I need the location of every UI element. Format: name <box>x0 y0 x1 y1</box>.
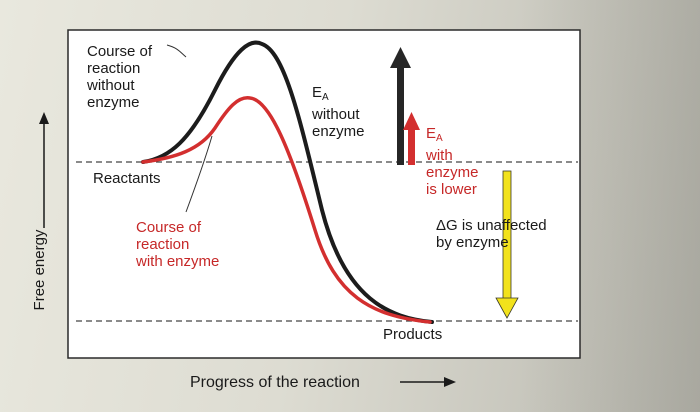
label-products: Products <box>383 326 443 343</box>
ea-subscript-red: A <box>436 133 443 144</box>
ea-without-enzyme-text: without enzyme <box>312 106 365 140</box>
ea-uncatalyzed-arrowhead <box>390 47 411 68</box>
label-course-with-enzyme: Course of reaction with enzyme <box>136 219 220 270</box>
x-axis-label: Progress of the reaction <box>190 374 360 391</box>
diagram-frame <box>67 29 581 359</box>
leader-without-enzyme <box>166 44 187 58</box>
label-delta-g: ΔG is unaffected by enzyme <box>436 217 547 251</box>
catalyzed-curve <box>141 96 432 324</box>
label-reactants: Reactants <box>93 170 161 187</box>
x-axis-arrowhead <box>444 377 456 387</box>
label-ea-without-enzyme: EA without enzyme <box>312 67 365 157</box>
leader-with-enzyme <box>185 135 213 213</box>
ea-symbol: E <box>312 84 323 101</box>
uncatalyzed-curve <box>141 40 434 324</box>
delta-g-arrowhead <box>495 297 519 319</box>
ea-subscript: A <box>322 92 329 103</box>
ea-catalyzed-arrow-shaft <box>408 128 415 165</box>
y-axis-label: Free energy <box>31 229 48 310</box>
y-axis-arrowhead <box>39 112 49 124</box>
ea-uncatalyzed-arrow-shaft <box>397 66 404 165</box>
ea-with-enzyme-text: with enzyme is lower <box>426 147 479 198</box>
ea-symbol-red: E <box>426 125 437 142</box>
label-course-without-enzyme: Course of reaction without enzyme <box>87 43 153 111</box>
ea-catalyzed-arrowhead <box>403 112 420 130</box>
label-ea-with-enzyme: EA with enzyme is lower <box>426 108 479 198</box>
